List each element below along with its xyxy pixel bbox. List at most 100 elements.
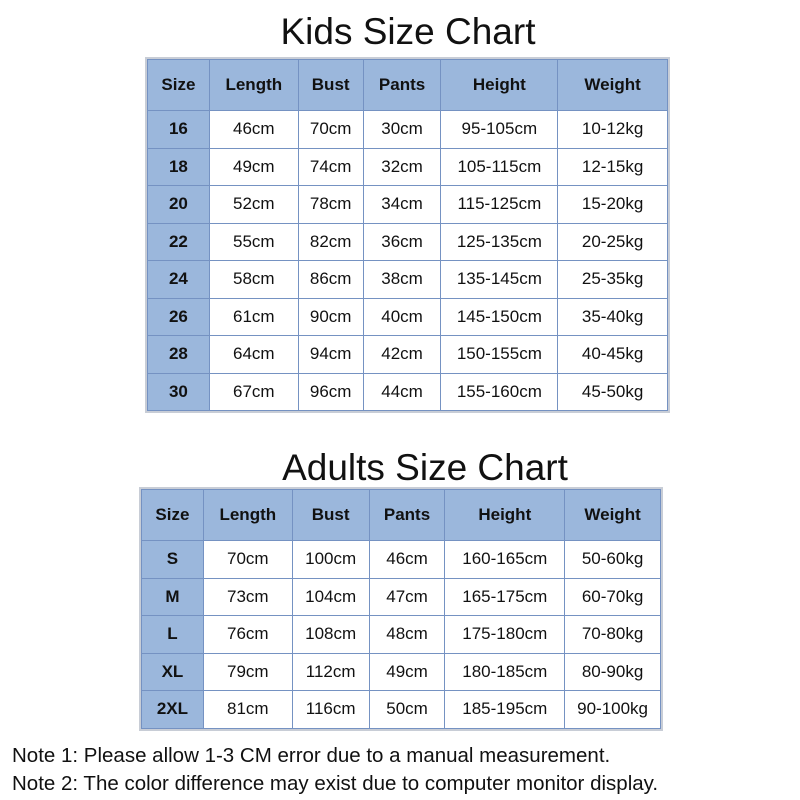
table-cell: 79cm xyxy=(202,652,293,691)
size-cell: 2XL xyxy=(141,690,204,729)
table-cell: 105-115cm xyxy=(440,147,559,186)
header-row: Size Length Bust Pants Height Weight xyxy=(141,489,661,541)
table-cell: 12-15kg xyxy=(557,147,668,186)
table-row: XL 79cm 112cm 49cm 180-185cm 80-90kg xyxy=(141,652,661,691)
adults-title: Adults Size Chart xyxy=(282,447,568,488)
table-cell: 58cm xyxy=(208,260,299,299)
table-cell: 108cm xyxy=(291,615,370,654)
table-cell: 40-45kg xyxy=(557,335,668,374)
table-cell: 155-160cm xyxy=(440,372,559,411)
table-cell: 20-25kg xyxy=(557,222,668,261)
table-cell: 74cm xyxy=(297,147,364,186)
column-header: Height xyxy=(440,59,559,111)
size-cell: 16 xyxy=(147,110,210,149)
table-cell: 32cm xyxy=(362,147,442,186)
table-cell: 90cm xyxy=(297,297,364,336)
column-header: Length xyxy=(202,489,293,541)
table-cell: 70-80kg xyxy=(564,615,661,654)
column-header: Bust xyxy=(291,489,370,541)
table-row: S 70cm 100cm 46cm 160-165cm 50-60kg xyxy=(141,540,661,579)
table-cell: 52cm xyxy=(208,185,299,224)
table-cell: 112cm xyxy=(291,652,370,691)
table-row: 22 55cm 82cm 36cm 125-135cm 20-25kg xyxy=(147,222,668,261)
table-cell: 115-125cm xyxy=(440,185,559,224)
table-cell: 36cm xyxy=(362,222,442,261)
table-cell: 135-145cm xyxy=(440,260,559,299)
column-header: Height xyxy=(444,489,566,541)
table-cell: 60-70kg xyxy=(564,577,661,616)
header-row: Size Length Bust Pants Height Weight xyxy=(147,59,668,111)
table-cell: 100cm xyxy=(291,540,370,579)
table-cell: 78cm xyxy=(297,185,364,224)
table-cell: 15-20kg xyxy=(557,185,668,224)
size-cell: 26 xyxy=(147,297,210,336)
table-cell: 180-185cm xyxy=(444,652,566,691)
table-cell: 55cm xyxy=(208,222,299,261)
kids-title: Kids Size Chart xyxy=(280,11,536,52)
table-cell: 45-50kg xyxy=(557,372,668,411)
table-row: 2XL 81cm 116cm 50cm 185-195cm 90-100kg xyxy=(141,690,661,729)
table-cell: 116cm xyxy=(291,690,370,729)
table-cell: 73cm xyxy=(202,577,293,616)
size-cell: 20 xyxy=(147,185,210,224)
column-header: Length xyxy=(208,59,299,111)
size-cell: 22 xyxy=(147,222,210,261)
table-cell: 86cm xyxy=(297,260,364,299)
table-cell: 80-90kg xyxy=(564,652,661,691)
table-cell: 50-60kg xyxy=(564,540,661,579)
size-cell: XL xyxy=(141,652,204,691)
table-cell: 34cm xyxy=(362,185,442,224)
table-row: L 76cm 108cm 48cm 175-180cm 70-80kg xyxy=(141,615,661,654)
table-cell: 10-12kg xyxy=(557,110,668,149)
table-cell: 81cm xyxy=(202,690,293,729)
size-cell: 28 xyxy=(147,335,210,374)
table-row: 30 67cm 96cm 44cm 155-160cm 45-50kg xyxy=(147,372,668,411)
table-cell: 145-150cm xyxy=(440,297,559,336)
table-row: 26 61cm 90cm 40cm 145-150cm 35-40kg xyxy=(147,297,668,336)
table-cell: 46cm xyxy=(368,540,446,579)
table-cell: 95-105cm xyxy=(440,110,559,149)
table-cell: 35-40kg xyxy=(557,297,668,336)
size-cell: 18 xyxy=(147,147,210,186)
table-cell: 76cm xyxy=(202,615,293,654)
size-cell: 24 xyxy=(147,260,210,299)
note-1: Note 1: Please allow 1-3 CM error due to… xyxy=(12,744,611,767)
kids-size-table: Size Length Bust Pants Height Weight 16 46cm 70c… xyxy=(145,57,670,413)
table-cell: 64cm xyxy=(208,335,299,374)
adults-size-table: Size Length Bust Pants Height Weight S 70cm 100c… xyxy=(139,487,663,731)
table-row: 20 52cm 78cm 34cm 115-125cm 15-20kg xyxy=(147,185,668,224)
table-cell: 125-135cm xyxy=(440,222,559,261)
table-cell: 70cm xyxy=(297,110,364,149)
table-cell: 175-180cm xyxy=(444,615,566,654)
column-header: Weight xyxy=(557,59,668,111)
table-cell: 67cm xyxy=(208,372,299,411)
table-row: 18 49cm 74cm 32cm 105-115cm 12-15kg xyxy=(147,147,668,186)
table-cell: 40cm xyxy=(362,297,442,336)
table-cell: 94cm xyxy=(297,335,364,374)
table-cell: 50cm xyxy=(368,690,446,729)
table-cell: 49cm xyxy=(208,147,299,186)
table-cell: 47cm xyxy=(368,577,446,616)
table-cell: 90-100kg xyxy=(564,690,661,729)
table-cell: 96cm xyxy=(297,372,364,411)
table-cell: 70cm xyxy=(202,540,293,579)
table-row: 28 64cm 94cm 42cm 150-155cm 40-45kg xyxy=(147,335,668,374)
table-cell: 30cm xyxy=(362,110,442,149)
column-header: Pants xyxy=(362,59,442,111)
table-cell: 25-35kg xyxy=(557,260,668,299)
column-header: Pants xyxy=(368,489,446,541)
table-cell: 48cm xyxy=(368,615,446,654)
table-cell: 46cm xyxy=(208,110,299,149)
column-header: Bust xyxy=(297,59,364,111)
size-cell: M xyxy=(141,577,204,616)
table-row: M 73cm 104cm 47cm 165-175cm 60-70kg xyxy=(141,577,661,616)
table-cell: 44cm xyxy=(362,372,442,411)
note-2: Note 2: The color difference may exist d… xyxy=(12,772,659,795)
column-header: Size xyxy=(147,59,210,111)
column-header: Size xyxy=(141,489,204,541)
table-cell: 38cm xyxy=(362,260,442,299)
table-cell: 150-155cm xyxy=(440,335,559,374)
table-cell: 49cm xyxy=(368,652,446,691)
column-header: Weight xyxy=(564,489,661,541)
table-cell: 185-195cm xyxy=(444,690,566,729)
